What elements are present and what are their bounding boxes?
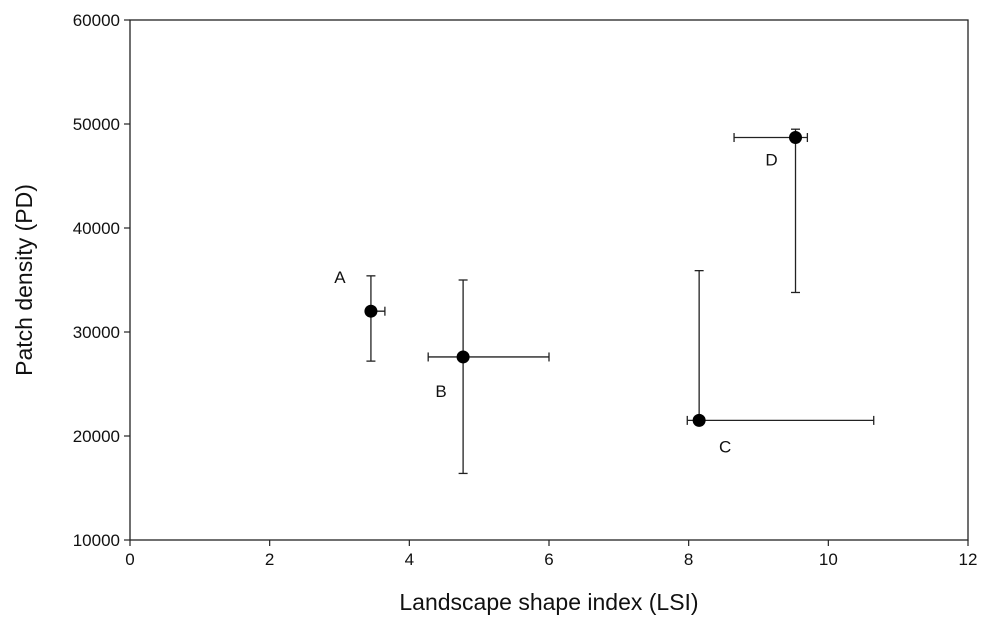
data-point-marker: [456, 350, 470, 364]
data-points: A B C D: [334, 128, 875, 475]
y-tick-label: 40000: [73, 219, 120, 238]
y-tick-label: 10000: [73, 531, 120, 550]
data-point-group: D: [733, 128, 809, 294]
data-point-label: C: [719, 437, 731, 456]
y-axis-title: Patch density (PD): [11, 184, 37, 376]
data-point-group: A: [334, 268, 386, 362]
x-tick-label: 8: [684, 550, 693, 569]
data-point-group: C: [686, 269, 875, 456]
data-point-label: A: [334, 268, 346, 287]
data-point-marker: [789, 131, 803, 145]
x-axis-title: Landscape shape index (LSI): [399, 589, 698, 615]
x-tick-label: 6: [544, 550, 553, 569]
data-point-marker: [364, 304, 378, 318]
data-point-marker: [692, 413, 706, 427]
x-tick-label: 10: [819, 550, 838, 569]
x-tick-label: 2: [265, 550, 274, 569]
x-tick-label: 4: [405, 550, 414, 569]
y-tick-label: 50000: [73, 115, 120, 134]
plot-frame: [129, 19, 969, 541]
data-point-label: D: [765, 151, 777, 170]
axis-ticks: 0 2 4 6 8 10 12 10000 20000 30000 40000 50000 60000: [73, 11, 978, 569]
y-tick-label: 60000: [73, 11, 120, 30]
data-point-group: B: [427, 279, 550, 475]
x-tick-label: 0: [125, 550, 134, 569]
x-tick-label: 12: [959, 550, 978, 569]
y-tick-label: 30000: [73, 323, 120, 342]
y-tick-label: 20000: [73, 427, 120, 446]
data-point-label: B: [435, 382, 446, 401]
